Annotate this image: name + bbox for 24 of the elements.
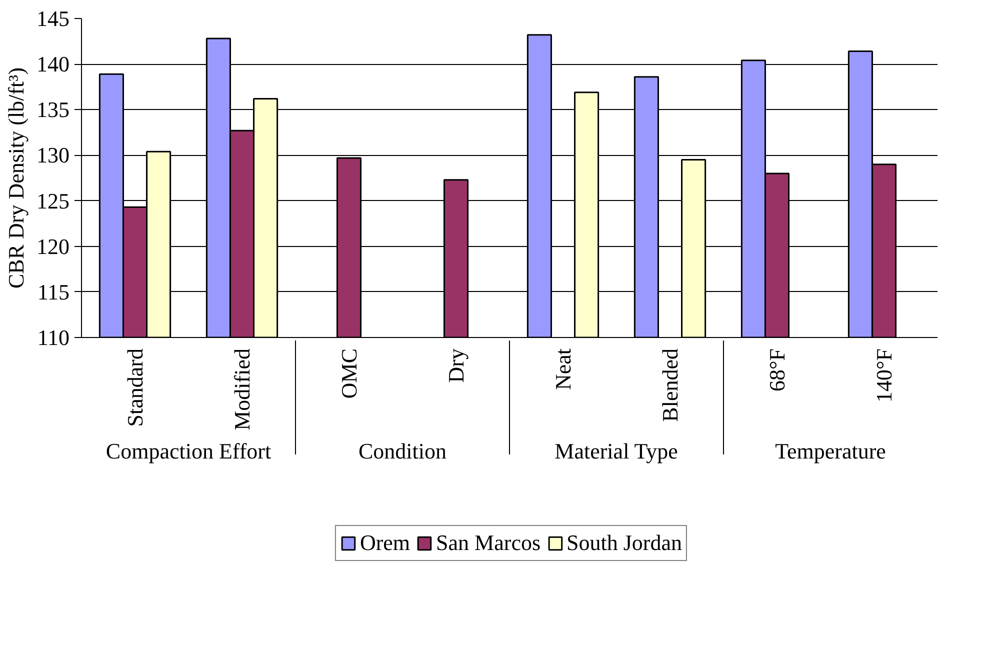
y-tick-label: 125: [36, 188, 70, 214]
y-tick-label: 140: [36, 52, 70, 77]
text: Condition: [358, 438, 447, 464]
text: Temperature: [775, 438, 886, 464]
legend-label: South Jordan: [566, 530, 682, 556]
text: Material Type: [554, 438, 678, 464]
x-tick-label: OMC: [336, 348, 362, 399]
y-tick-label: 110: [37, 325, 70, 350]
legend-label: San Marcos: [436, 530, 541, 556]
x-tick-label: Blended: [658, 348, 682, 422]
x-tick-label: 68°F: [764, 348, 790, 392]
y-tick-label: 145: [36, 6, 70, 31]
y-tick-label: 120: [36, 234, 70, 259]
legend-label: Orem: [360, 530, 410, 556]
text: Compaction Effort: [106, 438, 272, 464]
y-tick-label: 115: [37, 279, 70, 304]
x-tick-label: Modified: [230, 348, 254, 430]
y-tick-label: 130: [36, 142, 70, 168]
y-axis-title: CBR Dry Density (lb/ft³): [4, 67, 28, 289]
x-tick-label: Standard: [122, 348, 148, 427]
x-tick-label: 140°F: [872, 348, 896, 403]
x-tick-label: Neat: [550, 348, 576, 390]
y-tick-label: 135: [36, 97, 70, 122]
x-tick-label: Dry: [444, 348, 468, 383]
